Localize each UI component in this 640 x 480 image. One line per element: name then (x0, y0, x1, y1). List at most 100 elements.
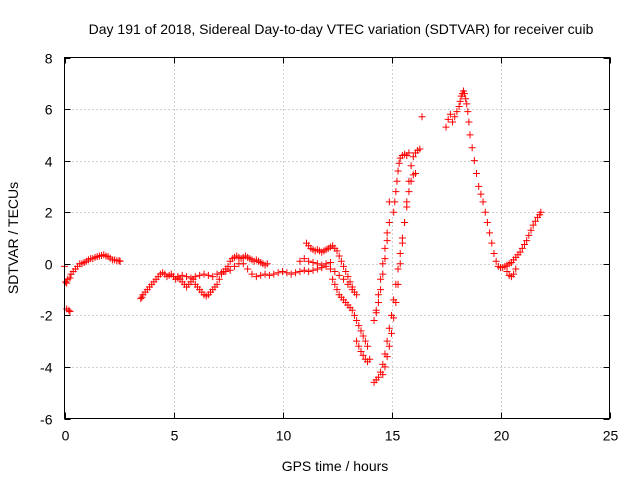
data-point (309, 258, 317, 266)
data-point (520, 240, 528, 248)
data-point (392, 298, 400, 306)
data-point (385, 342, 393, 350)
data-point (333, 247, 341, 255)
data-point (462, 95, 470, 103)
data-point (451, 113, 459, 121)
data-point (305, 257, 313, 265)
data-point (279, 268, 286, 276)
data-point (348, 283, 356, 291)
data-point (183, 273, 191, 281)
data-point (379, 270, 387, 278)
data-point (263, 260, 271, 268)
x-tick-label: 25 (603, 428, 619, 444)
data-point (226, 266, 234, 274)
data-point (383, 353, 391, 361)
data-point (381, 363, 389, 371)
data-point (418, 113, 426, 121)
data-point (137, 295, 145, 303)
data-point (383, 237, 391, 245)
data-point (537, 208, 545, 216)
data-point (348, 306, 356, 314)
data-point (342, 268, 350, 276)
data-point (65, 306, 73, 314)
data-point (377, 286, 385, 294)
data-point (391, 198, 399, 206)
data-point (529, 221, 537, 229)
data-point (357, 347, 365, 355)
data-point (442, 123, 450, 131)
data-point (300, 255, 308, 263)
data-point (392, 188, 400, 196)
data-point (344, 273, 352, 281)
data-point (309, 266, 317, 274)
data-point (518, 244, 526, 252)
data-point (359, 332, 367, 340)
data-point (340, 262, 348, 270)
y-tick-label: 6 (45, 102, 53, 118)
data-point (353, 337, 361, 345)
data-point (481, 208, 489, 216)
chart-title: Day 191 of 2018, Sidereal Day-to-day VTE… (89, 21, 594, 37)
data-point (350, 288, 358, 296)
y-axis-label: SDTVAR / TECUs (5, 182, 21, 294)
data-point (174, 273, 182, 281)
data-point (270, 270, 278, 278)
data-point (411, 170, 419, 178)
data-point (224, 262, 232, 270)
data-point (503, 268, 511, 276)
data-point (523, 237, 531, 245)
data-point (296, 268, 304, 276)
series-sdtvar (61, 87, 545, 386)
x-tick-label: 15 (385, 428, 401, 444)
data-point (366, 355, 374, 363)
data-point (394, 280, 402, 288)
data-point (516, 248, 524, 256)
data-point (464, 108, 472, 116)
data-point (187, 274, 195, 282)
data-point (470, 157, 478, 165)
data-point (355, 342, 363, 350)
data-point (403, 198, 411, 206)
data-point (318, 261, 326, 269)
data-point (385, 324, 393, 332)
data-point (359, 351, 367, 359)
x-tick-label: 5 (171, 428, 179, 444)
data-point (374, 291, 382, 299)
data-point (361, 337, 369, 345)
data-point (209, 273, 217, 281)
data-point (231, 262, 239, 270)
data-point (405, 188, 413, 196)
data-point (322, 260, 330, 268)
data-point (455, 102, 463, 110)
data-point (222, 268, 230, 276)
data-point (390, 208, 398, 216)
data-points (61, 87, 545, 386)
data-point (409, 153, 417, 161)
y-tick-label: 2 (45, 205, 53, 221)
data-point (326, 265, 334, 273)
data-point (252, 273, 260, 281)
data-point (446, 110, 454, 118)
data-point (383, 229, 391, 237)
data-point (398, 239, 406, 247)
data-point (405, 177, 413, 185)
data-point (116, 257, 124, 265)
axis-ticks: 0 5 10 15 20 25 -6 -4 -2 0 2 4 6 8 (40, 51, 618, 444)
data-point (490, 249, 498, 257)
data-point (274, 269, 282, 277)
x-tick-label: 20 (494, 428, 510, 444)
data-point (287, 270, 295, 278)
data-point (335, 271, 343, 279)
data-point (257, 271, 265, 279)
y-tick-label: -4 (40, 360, 53, 376)
data-point (468, 144, 476, 152)
data-point (394, 265, 402, 273)
data-point (416, 145, 424, 153)
data-point (374, 298, 382, 306)
data-point (335, 252, 343, 260)
data-point (239, 260, 247, 268)
data-point (512, 265, 520, 273)
data-point (215, 275, 223, 283)
data-point (531, 217, 539, 225)
